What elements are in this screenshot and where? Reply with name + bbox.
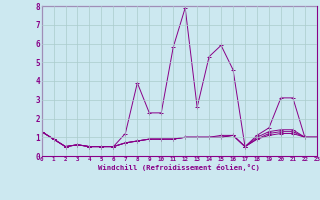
X-axis label: Windchill (Refroidissement éolien,°C): Windchill (Refroidissement éolien,°C) bbox=[98, 164, 260, 171]
